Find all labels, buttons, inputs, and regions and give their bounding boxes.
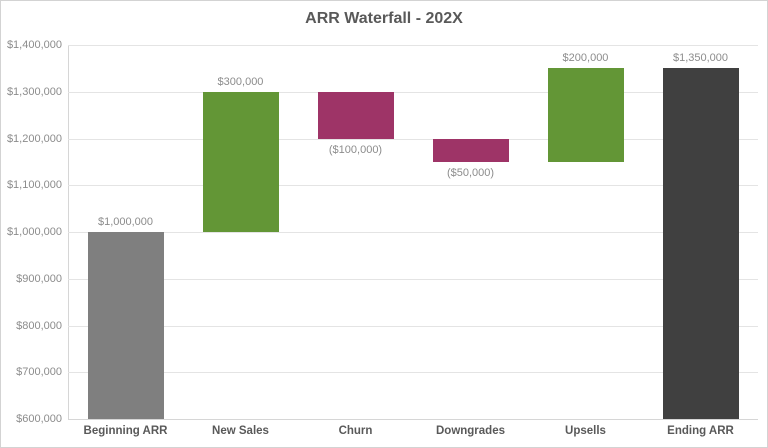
y-axis-tick-label: $800,000 — [16, 319, 62, 332]
x-axis-label-new-sales: New Sales — [212, 425, 269, 437]
gridline — [68, 278, 758, 280]
x-axis-line — [68, 419, 758, 420]
bar-value-label-new-sales: $300,000 — [217, 75, 264, 88]
bar-value-label-beginning-arr: $1,000,000 — [97, 216, 154, 228]
gridline — [68, 45, 758, 46]
y-axis-tick-label: $1,200,000 — [6, 132, 62, 145]
x-axis-label-ending-arr: Ending ARR — [667, 425, 734, 437]
gridline — [68, 138, 758, 140]
y-axis-tick-label: $600,000 — [16, 413, 62, 425]
gridline — [68, 372, 758, 374]
bar-value-label-upsells: $200,000 — [562, 52, 609, 65]
bar-churn — [317, 91, 394, 139]
bar-value-label-churn: ($100,000) — [328, 143, 383, 156]
x-axis-label-churn: Churn — [338, 425, 373, 437]
x-axis-label-beginning-arr: Beginning ARR — [83, 425, 168, 437]
bar-value-label-downgrades: ($50,000) — [446, 166, 495, 179]
gridline — [68, 185, 758, 187]
y-axis-tick-label: $1,000,000 — [6, 226, 62, 238]
y-axis-tick-label: $900,000 — [16, 272, 62, 285]
x-axis-label-downgrades: Downgrades — [435, 425, 505, 437]
bar-beginning-arr — [87, 232, 164, 419]
y-axis-tick-label: $1,400,000 — [6, 39, 62, 51]
bar-value-label-ending-arr: $1,350,000 — [672, 52, 729, 65]
y-axis-tick-label: $1,300,000 — [6, 85, 62, 98]
bar-downgrades — [432, 138, 509, 162]
gridline — [68, 232, 758, 233]
bar-upsells — [547, 68, 624, 162]
y-axis-tick-label: $1,100,000 — [6, 179, 62, 192]
x-axis-label-upsells: Upsells — [565, 425, 606, 437]
y-axis-tick-label: $700,000 — [16, 366, 62, 379]
gridline — [68, 325, 758, 327]
gridline — [68, 91, 758, 93]
bar-new-sales — [202, 91, 279, 232]
chart-title: ARR Waterfall - 202X — [305, 10, 463, 27]
bar-ending-arr — [662, 68, 739, 419]
